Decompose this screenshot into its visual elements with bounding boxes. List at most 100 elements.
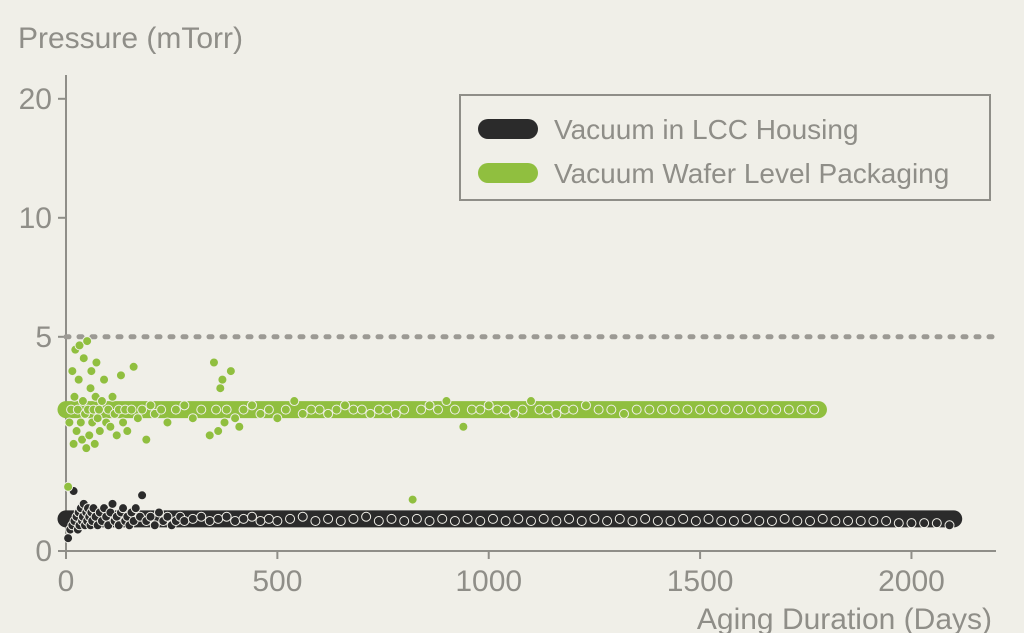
data-point bbox=[146, 512, 155, 521]
data-point bbox=[594, 405, 603, 414]
x-axis-title: Aging Duration (Days) bbox=[697, 603, 992, 633]
data-point bbox=[180, 517, 189, 526]
data-point bbox=[620, 409, 629, 418]
data-point bbox=[119, 504, 128, 513]
data-point bbox=[920, 519, 929, 528]
data-point bbox=[645, 405, 654, 414]
data-point bbox=[560, 405, 569, 414]
data-point bbox=[400, 405, 409, 414]
data-point bbox=[90, 439, 99, 448]
data-point bbox=[281, 405, 290, 414]
data-point bbox=[311, 517, 320, 526]
data-point bbox=[222, 405, 231, 414]
data-point bbox=[256, 517, 265, 526]
data-point bbox=[793, 517, 802, 526]
data-point bbox=[108, 392, 117, 401]
data-point bbox=[746, 405, 755, 414]
data-point bbox=[286, 514, 295, 523]
data-point bbox=[729, 517, 738, 526]
data-point bbox=[94, 405, 103, 414]
data-point bbox=[315, 405, 324, 414]
legend-label: Vacuum in LCC Housing bbox=[554, 114, 859, 145]
data-point bbox=[387, 514, 396, 523]
data-point bbox=[74, 375, 83, 384]
y-tick-label: 0 bbox=[35, 535, 52, 568]
data-point bbox=[108, 499, 117, 508]
data-point bbox=[65, 418, 74, 427]
data-point bbox=[501, 405, 510, 414]
data-point bbox=[653, 517, 662, 526]
data-point bbox=[543, 405, 552, 414]
data-point bbox=[552, 409, 561, 418]
data-point bbox=[83, 337, 92, 346]
data-point bbox=[106, 422, 115, 431]
data-point bbox=[78, 397, 87, 406]
data-point bbox=[231, 517, 240, 526]
data-point bbox=[324, 409, 333, 418]
data-point bbox=[92, 358, 101, 367]
x-tick-label: 1000 bbox=[455, 565, 522, 598]
data-point bbox=[226, 367, 235, 376]
data-point bbox=[704, 514, 713, 523]
data-point bbox=[641, 514, 650, 523]
data-point bbox=[366, 409, 375, 418]
data-point bbox=[197, 405, 206, 414]
data-point bbox=[463, 514, 472, 523]
data-point bbox=[518, 405, 527, 414]
data-point bbox=[565, 514, 574, 523]
data-point bbox=[72, 427, 81, 436]
data-point bbox=[138, 491, 147, 500]
data-point bbox=[349, 514, 358, 523]
data-point bbox=[150, 521, 159, 530]
data-point bbox=[264, 514, 273, 523]
data-point bbox=[488, 514, 497, 523]
data-point bbox=[324, 514, 333, 523]
data-point bbox=[133, 414, 142, 423]
data-point bbox=[129, 362, 138, 371]
data-point bbox=[209, 358, 218, 367]
data-point bbox=[450, 517, 459, 526]
data-point bbox=[818, 514, 827, 523]
data-point bbox=[683, 405, 692, 414]
data-point bbox=[214, 427, 223, 436]
data-point bbox=[691, 517, 700, 526]
data-point bbox=[248, 401, 257, 410]
data-point bbox=[69, 439, 78, 448]
data-point bbox=[82, 444, 91, 453]
data-point bbox=[476, 405, 485, 414]
data-point bbox=[590, 514, 599, 523]
data-point bbox=[417, 405, 426, 414]
data-point bbox=[434, 405, 443, 414]
data-point bbox=[510, 409, 519, 418]
data-point bbox=[539, 514, 548, 523]
data-point bbox=[717, 517, 726, 526]
data-point bbox=[514, 514, 523, 523]
data-point bbox=[341, 401, 350, 410]
data-point bbox=[603, 517, 612, 526]
data-point bbox=[290, 397, 299, 406]
data-point bbox=[894, 519, 903, 528]
data-point bbox=[119, 418, 128, 427]
data-point bbox=[708, 405, 717, 414]
data-point bbox=[632, 405, 641, 414]
data-point bbox=[214, 514, 223, 523]
data-point bbox=[493, 405, 502, 414]
data-point bbox=[535, 405, 544, 414]
data-point bbox=[155, 508, 164, 517]
data-point bbox=[856, 517, 865, 526]
data-point bbox=[658, 405, 667, 414]
data-point bbox=[231, 414, 240, 423]
data-point bbox=[581, 401, 590, 410]
data-point bbox=[844, 517, 853, 526]
data-point bbox=[163, 512, 172, 521]
data-point bbox=[810, 405, 819, 414]
data-point bbox=[527, 517, 536, 526]
data-point bbox=[772, 405, 781, 414]
data-point bbox=[806, 517, 815, 526]
y-tick-label: 10 bbox=[19, 202, 52, 235]
data-point bbox=[721, 405, 730, 414]
data-point bbox=[755, 517, 764, 526]
y-tick-label: 5 bbox=[35, 321, 52, 354]
data-point bbox=[100, 375, 109, 384]
data-point bbox=[87, 367, 96, 376]
